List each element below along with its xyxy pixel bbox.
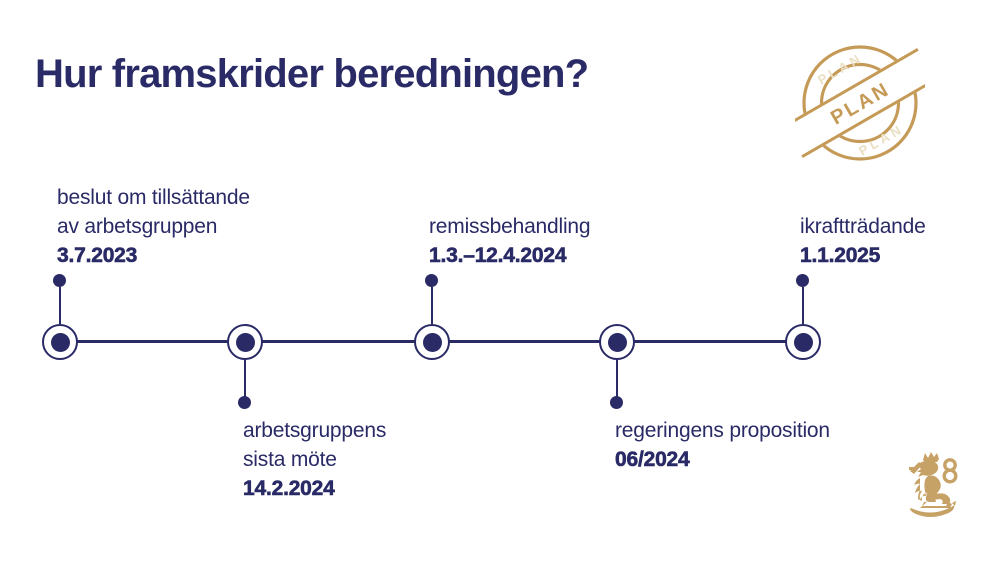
milestone-text: beslut om tillsättande xyxy=(57,186,250,209)
milestone-label-proposition: regeringens proposition 06/2024 xyxy=(615,416,830,474)
stamp-inner-ring xyxy=(819,62,901,144)
stamp-top-text: PLAN xyxy=(815,50,865,88)
plan-stamp-icon: PLAN PLAN PLAN xyxy=(783,38,937,168)
connector-dot xyxy=(425,274,438,287)
connector-dot xyxy=(796,274,809,287)
milestone-date: 14.2.2024 xyxy=(243,477,335,501)
timeline-node xyxy=(227,324,263,360)
milestone-label-sista-mote: arbetsgruppens sista möte 14.2.2024 xyxy=(243,416,387,503)
connector-dot xyxy=(53,274,66,287)
milestone-text: ikraftträdande xyxy=(800,215,926,238)
milestone-date: 06/2024 xyxy=(615,448,690,472)
connector-dot xyxy=(610,396,623,409)
plan-stamp-svg: PLAN PLAN PLAN xyxy=(783,45,937,161)
node-inner-dot xyxy=(235,332,255,352)
milestone-date: 1.1.2025 xyxy=(800,244,881,268)
connector-stem xyxy=(431,287,433,324)
timeline-node xyxy=(414,324,450,360)
milestone-date: 1.3.–12.4.2024 xyxy=(429,244,567,268)
timeline-node xyxy=(42,324,78,360)
milestone-text: sista möte xyxy=(243,448,337,471)
connector-stem xyxy=(616,360,618,397)
finnish-lion-coat-of-arms-icon xyxy=(908,450,960,520)
milestone-text: remissbehandling xyxy=(429,215,591,238)
milestone-text: av arbetsgruppen xyxy=(57,215,218,238)
node-inner-dot xyxy=(793,332,813,352)
connector-dot xyxy=(238,396,251,409)
stamp-band xyxy=(783,48,937,158)
timeline-node xyxy=(785,324,821,360)
milestone-text: arbetsgruppens xyxy=(243,419,387,442)
connector-stem xyxy=(59,287,61,324)
connector-stem xyxy=(802,287,804,324)
node-inner-dot xyxy=(50,332,70,352)
milestone-label-remissbehandling: remissbehandling 1.3.–12.4.2024 xyxy=(429,212,591,270)
stamp-outer-ring xyxy=(802,45,918,161)
node-inner-dot xyxy=(422,332,442,352)
connector-stem xyxy=(244,360,246,397)
milestone-text: regeringens proposition xyxy=(615,419,830,442)
timeline-node xyxy=(599,324,635,360)
milestone-label-ikrafttradande: ikraftträdande 1.1.2025 xyxy=(800,212,926,270)
node-inner-dot xyxy=(607,332,627,352)
page-title: Hur framskrider beredningen? xyxy=(35,52,589,96)
milestone-label-tillsattande: beslut om tillsättande av arbetsgruppen … xyxy=(57,183,250,270)
milestone-date: 3.7.2023 xyxy=(57,244,138,268)
